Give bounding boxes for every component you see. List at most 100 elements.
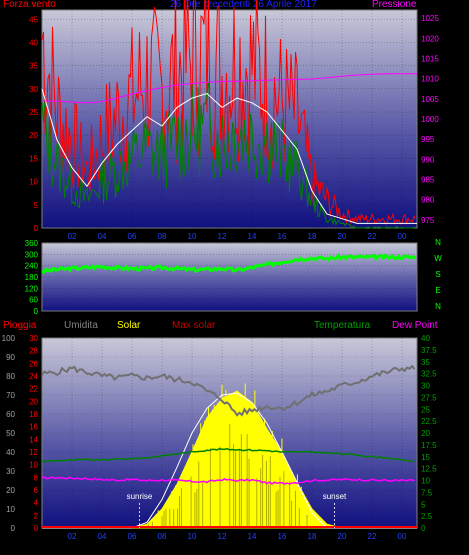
temperature-y-tick-label: 25	[421, 405, 430, 414]
wind-y-tick-label: 0	[34, 224, 39, 233]
humidity-y-tick-label: 10	[6, 505, 15, 514]
temperature-y-tick-label: 2.5	[421, 512, 433, 521]
wind-y-tick-label: 15	[29, 154, 38, 163]
x-tick-label: 20	[338, 232, 347, 241]
x-tick-label: 22	[368, 232, 377, 241]
rain-y-tick-label: 0	[34, 524, 39, 533]
rain-y-tick-label: 20	[29, 397, 38, 406]
panel-2-background	[41, 242, 418, 312]
solar-label: Solar	[117, 320, 141, 331]
rain-y-tick-label: 28	[29, 347, 38, 356]
temperature-y-tick-label: 37.5	[421, 346, 437, 355]
wind-gust-line	[41, 0, 416, 225]
pressure-y-tick-label: 1015	[421, 54, 439, 63]
rain-y-tick-label: 6	[34, 486, 39, 495]
compass-letter: E	[435, 286, 440, 295]
pressure-y-tick-label: 990	[421, 155, 435, 164]
x-tick-label: 14	[248, 532, 257, 541]
chart-title: 26 Ore precedenti 26 Aprile 2017	[170, 0, 317, 10]
wind-y-tick-label: 20	[29, 131, 38, 140]
x-tick-label: 06	[128, 232, 137, 241]
compass-letter: N	[435, 302, 441, 311]
dew-point-label: Dew Point	[392, 320, 438, 331]
temperature-y-tick-label: 5	[421, 500, 426, 509]
wind-y-tick-label: 10	[29, 178, 38, 187]
pressure-y-tick-label: 980	[421, 196, 435, 205]
wind-mean-line	[41, 88, 417, 224]
panel-1-background	[41, 9, 418, 229]
direction-y-tick-label: 360	[25, 239, 39, 248]
x-tick-label: 02	[68, 232, 77, 241]
rain-y-tick-label: 22	[29, 385, 38, 394]
x-tick-label: 12	[218, 232, 227, 241]
dew-point-line	[41, 476, 415, 485]
compass-letter: S	[435, 270, 440, 279]
x-tick-label: 00	[398, 532, 407, 541]
humidity-y-tick-label: 50	[6, 429, 15, 438]
temperature-y-tick-label: 40	[421, 334, 430, 343]
humidity-y-tick-label: 40	[6, 448, 15, 457]
pressure-line	[41, 73, 417, 104]
wind-y-tick-label: 40	[29, 38, 38, 47]
temperature-y-tick-label: 22.5	[421, 417, 437, 426]
wind-y-tick-label: 35	[29, 62, 38, 71]
temperature-y-tick-label: 30	[421, 382, 430, 391]
x-tick-label: 08	[158, 532, 167, 541]
x-tick-label: 10	[188, 232, 197, 241]
wind-direction-line	[41, 253, 417, 274]
direction-y-tick-label: 300	[25, 250, 39, 259]
humidity-y-tick-label: 60	[6, 410, 15, 419]
humidity-label: Umidita	[64, 320, 98, 331]
x-tick-label: 08	[158, 232, 167, 241]
x-tick-label: 00	[398, 232, 407, 241]
rain-y-tick-label: 8	[34, 473, 39, 482]
humidity-y-tick-label: 100	[2, 334, 16, 343]
humidity-y-tick-label: 90	[6, 353, 15, 362]
wind-y-tick-label: 25	[29, 108, 38, 117]
rain-y-tick-label: 16	[29, 423, 38, 432]
humidity-y-tick-label: 80	[6, 372, 15, 381]
x-tick-label: 04	[98, 232, 107, 241]
wind-title-label: Forza vento	[3, 0, 56, 10]
x-tick-label: 10	[188, 532, 197, 541]
x-tick-label: 20	[338, 532, 347, 541]
direction-y-tick-label: 180	[25, 273, 39, 282]
x-tick-label: 06	[128, 532, 137, 541]
pressure-y-tick-label: 1005	[421, 95, 439, 104]
pressure-y-tick-label: 1000	[421, 115, 439, 124]
x-tick-label: 16	[278, 532, 287, 541]
temperature-label: Temperatura	[314, 320, 371, 331]
x-tick-label: 16	[278, 232, 287, 241]
wind-avg-line	[41, 81, 416, 229]
temperature-y-tick-label: 10	[421, 477, 430, 486]
temperature-y-tick-label: 15	[421, 453, 430, 462]
rain-y-tick-label: 4	[34, 499, 39, 508]
temperature-y-tick-label: 27.5	[421, 393, 437, 402]
x-tick-label: 18	[308, 232, 317, 241]
pressure-title-label: Pressione	[372, 0, 417, 10]
pressure-y-tick-label: 995	[421, 135, 435, 144]
temperature-y-tick-label: 35	[421, 358, 430, 367]
rain-y-tick-label: 26	[29, 359, 38, 368]
max-solar-label: Max solar	[172, 320, 216, 331]
temperature-y-tick-label: 17.5	[421, 441, 437, 450]
x-tick-label: 02	[68, 532, 77, 541]
humidity-y-tick-label: 20	[6, 486, 15, 495]
rain-y-tick-label: 30	[29, 334, 38, 343]
temperature-y-tick-label: 20	[421, 429, 430, 438]
wind-y-tick-label: 45	[29, 15, 38, 24]
rain-y-tick-label: 24	[29, 372, 38, 381]
compass-letter: W	[434, 254, 442, 263]
x-tick-label: 22	[368, 532, 377, 541]
temperature-y-tick-label: 12.5	[421, 465, 437, 474]
humidity-y-tick-label: 30	[6, 467, 15, 476]
temperature-line	[41, 447, 415, 463]
rain-y-tick-label: 10	[29, 461, 38, 470]
x-tick-label: 04	[98, 532, 107, 541]
temperature-y-tick-label: 0	[421, 524, 426, 533]
direction-y-tick-label: 240	[25, 262, 39, 271]
x-tick-label: 14	[248, 232, 257, 241]
sunset-label: sunset	[323, 492, 347, 501]
sunrise-label: sunrise	[127, 492, 153, 501]
